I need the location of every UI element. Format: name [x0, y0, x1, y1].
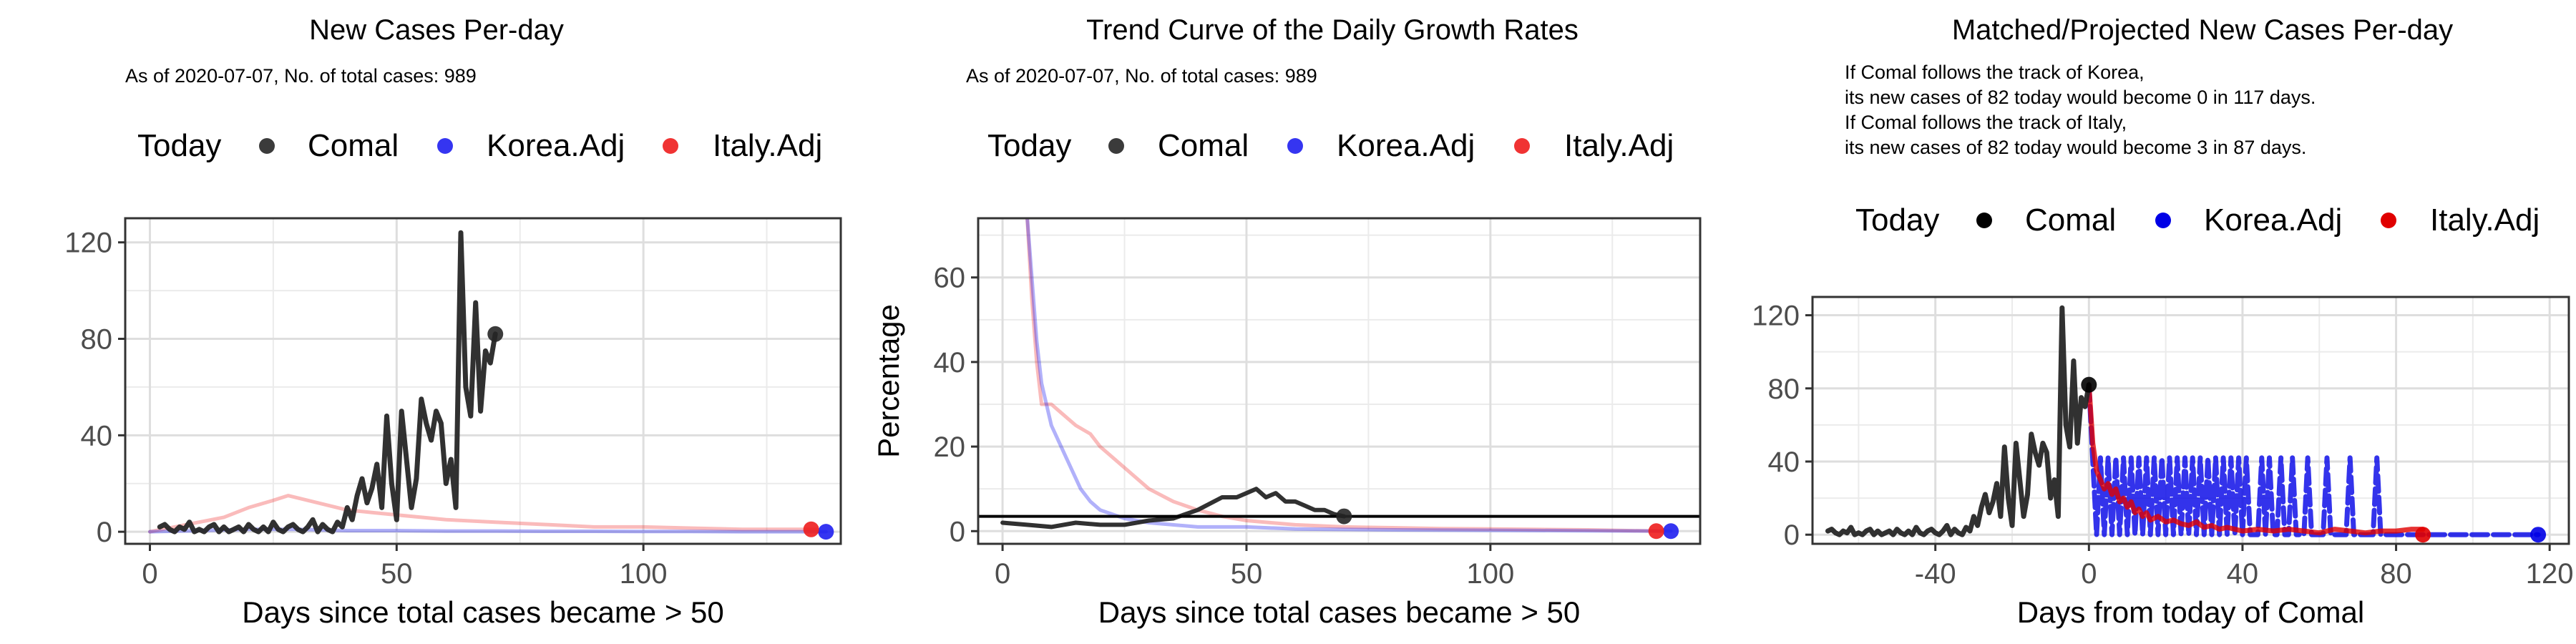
legend-label-korea: Korea.Adj [487, 128, 625, 163]
series-line-comal [157, 230, 498, 535]
plot-area: 0 50 100 0 40 80 120 Days since total cases bec… [64, 217, 842, 629]
y-axis-label: Percentage [872, 304, 905, 458]
legend-label-korea: Korea.Adj [1337, 128, 1475, 163]
plot-border [977, 217, 1702, 545]
series-line-italy-adj [148, 494, 818, 534]
plot-border [124, 217, 842, 545]
x-tick-label: 40 [2227, 558, 2259, 590]
panel-subtitle: As of 2020-07-07, No. of total cases: 98… [966, 65, 1317, 87]
plot-area: 0 50 100 0 20 40 60 Days since total cases beca… [872, 217, 1702, 629]
today-point-italy-adj [1648, 523, 1664, 540]
today-point-comal [487, 326, 504, 342]
legend-label-italy: Italy.Adj [2430, 203, 2540, 238]
legend-label-italy: Italy.Adj [1564, 128, 1674, 163]
y-tick-label: 0 [950, 516, 965, 547]
y-tick-label: 80 [81, 324, 113, 356]
legend-key-comal [259, 138, 275, 154]
x-tick-label: 120 [2526, 558, 2574, 590]
y-tick-label: 40 [81, 420, 113, 452]
legend-label-comal: Comal [2025, 203, 2116, 238]
legend-key-comal [1108, 138, 1124, 154]
plot-area: -40 0 40 80 120 0 40 80 120 Days from today of Co… [1752, 296, 2574, 629]
y-tick-label: 40 [934, 347, 966, 379]
series-layer [1825, 305, 2541, 537]
legend-title: Today [987, 128, 1071, 163]
series-line-comal [1000, 487, 1347, 530]
series-line-italy-adj [2086, 382, 2426, 536]
legend-key-comal [1976, 213, 1992, 228]
legend-label-comal: Comal [308, 128, 399, 163]
series-layer [148, 230, 828, 535]
panel-title: Trend Curve of the Daily Growth Rates [1086, 14, 1579, 46]
legend-key-italy [663, 138, 678, 154]
panel-title: Matched/Projected New Cases Per-day [1952, 14, 2453, 46]
x-tick-label: 0 [2081, 558, 2097, 590]
x-tick-label: -40 [1915, 558, 1956, 590]
series-line-italy-adj [1025, 218, 1663, 533]
y-tick-label: 120 [1752, 301, 1800, 332]
today-point-korea-adj [2530, 527, 2547, 543]
panel-subtitle-line: If Comal follows the track of Korea, [1845, 62, 2145, 83]
legend: Today Comal Korea.Adj Italy.Adj [987, 128, 1674, 163]
series-line-korea-adj [1025, 218, 1673, 533]
y-tick-label: 60 [934, 263, 966, 294]
x-tick-label: 0 [995, 558, 1010, 590]
legend: Today Comal Korea.Adj Italy.Adj [137, 128, 822, 163]
legend-title: Today [137, 128, 221, 163]
legend-key-korea [437, 138, 453, 154]
today-point-comal [2081, 376, 2097, 393]
legend-label-italy: Italy.Adj [713, 128, 822, 163]
y-tick-label: 0 [97, 517, 112, 548]
legend-label-comal: Comal [1158, 128, 1249, 163]
legend-title: Today [1855, 203, 1939, 238]
y-tick-label: 40 [1768, 447, 1800, 478]
x-tick-label: 50 [381, 558, 413, 590]
legend-key-italy [1514, 138, 1530, 154]
x-axis-label: Days since total cases became > 50 [1098, 595, 1581, 629]
x-tick-label: 100 [620, 558, 668, 590]
today-point-comal [1336, 508, 1352, 525]
x-tick-label: 100 [1466, 558, 1514, 590]
legend-label-korea: Korea.Adj [2204, 203, 2342, 238]
x-axis-label: Days since total cases became > 50 [242, 595, 724, 629]
y-tick-label: 80 [1768, 374, 1800, 405]
legend-key-korea [2155, 213, 2171, 228]
legend: Today Comal Korea.Adj Italy.Adj [1855, 203, 2540, 238]
panel-subtitle-line: its new cases of 82 today would become 3… [1845, 137, 2306, 158]
today-point-korea-adj [1663, 523, 1679, 540]
today-point-italy-adj [2415, 527, 2431, 543]
x-axis-label: Days from today of Comal [2017, 595, 2365, 629]
panel-subtitle-line: its new cases of 82 today would become 0… [1845, 87, 2316, 108]
panel-new-cases: New Cases Per-day As of 2020-07-07, No. … [64, 14, 842, 629]
panel-title: New Cases Per-day [309, 14, 564, 46]
panel-subtitle: As of 2020-07-07, No. of total cases: 98… [125, 65, 477, 87]
y-tick-label: 0 [1784, 519, 1800, 551]
today-point-korea-adj [818, 524, 834, 540]
legend-key-korea [1287, 138, 1303, 154]
panel-projected: Matched/Projected New Cases Per-day If C… [1752, 14, 2573, 629]
x-tick-label: 80 [2380, 558, 2412, 590]
x-tick-label: 0 [142, 558, 157, 590]
legend-key-italy [2381, 213, 2396, 228]
panel-subtitle-line: If Comal follows the track of Italy, [1845, 112, 2127, 133]
x-tick-label: 50 [1231, 558, 1263, 590]
plot-border [1811, 296, 2570, 545]
series-layer [1000, 218, 1673, 533]
series-line-comal [1825, 305, 2092, 537]
today-point-italy-adj [803, 521, 819, 537]
y-tick-label: 20 [934, 431, 966, 463]
panel-growth-rates: Trend Curve of the Daily Growth Rates As… [872, 14, 1702, 629]
y-tick-label: 120 [64, 228, 112, 259]
